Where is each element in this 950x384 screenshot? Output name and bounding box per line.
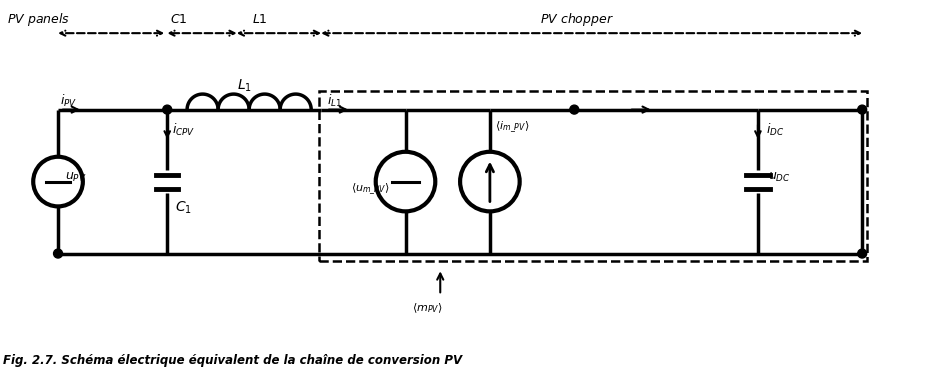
Bar: [319, 91, 867, 262]
Circle shape: [858, 105, 866, 114]
Text: $PV\ panels$: $PV\ panels$: [8, 11, 70, 28]
Text: $\langle i_{m\_PV}\rangle$: $\langle i_{m\_PV}\rangle$: [495, 120, 529, 135]
Text: $C1$: $C1$: [170, 13, 188, 26]
Text: Fig. 2.7. Schéma électrique équivalent de la chaîne de conversion PV: Fig. 2.7. Schéma électrique équivalent d…: [4, 354, 463, 367]
Text: $C_1$: $C_1$: [175, 199, 192, 216]
Circle shape: [570, 105, 579, 114]
Text: $L_1$: $L_1$: [238, 77, 252, 94]
Text: $u_{DC}$: $u_{DC}$: [768, 170, 790, 184]
Text: $i_{CPV}$: $i_{CPV}$: [172, 122, 196, 138]
Text: $i_{PV}$: $i_{PV}$: [60, 93, 77, 109]
Text: $PV\ chopper$: $PV\ chopper$: [540, 11, 614, 28]
Text: $\langle u_{m\_PV}\rangle$: $\langle u_{m\_PV}\rangle$: [351, 182, 390, 197]
Text: $\langle m_{PV}\rangle$: $\langle m_{PV}\rangle$: [412, 301, 444, 315]
Text: $u_{PV}$: $u_{PV}$: [65, 170, 86, 184]
Circle shape: [53, 249, 63, 258]
Circle shape: [162, 105, 172, 114]
Circle shape: [858, 249, 866, 258]
Text: $i_{L1}$: $i_{L1}$: [327, 93, 342, 109]
Text: $L1$: $L1$: [252, 13, 267, 26]
Text: $i_{DC}$: $i_{DC}$: [766, 122, 784, 138]
